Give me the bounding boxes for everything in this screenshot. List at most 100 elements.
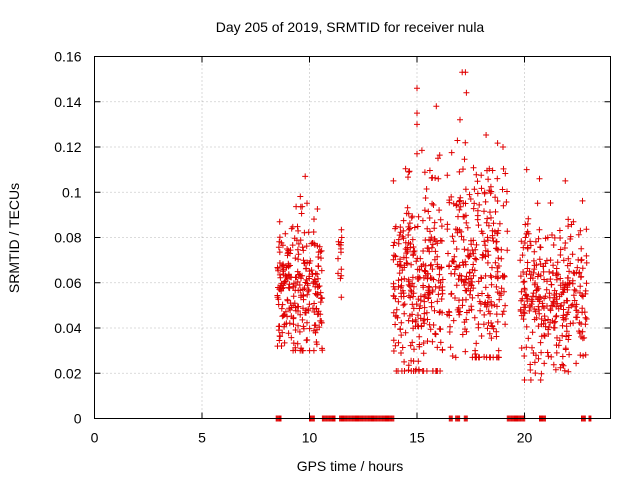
- data-point: [303, 265, 310, 272]
- data-point: [310, 327, 317, 334]
- data-point: [396, 258, 403, 265]
- data-point: [407, 287, 414, 294]
- data-point: [300, 247, 307, 254]
- data-point: [335, 255, 341, 262]
- data-point: [338, 266, 345, 273]
- data-point: [409, 280, 416, 287]
- data-point: [574, 314, 581, 321]
- data-point: [472, 255, 479, 262]
- data-point: [421, 304, 428, 311]
- data-point: [409, 236, 416, 243]
- data-point: [479, 290, 485, 297]
- data-point: [455, 213, 461, 220]
- data-point: [295, 308, 301, 314]
- data-point: [504, 228, 511, 235]
- data-point: [565, 336, 572, 343]
- data-point: [453, 202, 460, 209]
- y-tick-label: 0.04: [54, 320, 81, 336]
- data-point: [303, 276, 310, 283]
- data-point: [423, 186, 430, 192]
- data-point: [471, 186, 478, 193]
- data-point: [529, 275, 536, 282]
- data-point: [305, 229, 312, 236]
- data-point: [403, 254, 410, 261]
- data-point: [577, 274, 584, 281]
- data-point: [279, 301, 286, 308]
- data-point: [468, 282, 475, 289]
- data-point: [415, 358, 422, 365]
- data-point: [459, 297, 466, 303]
- data-point: [521, 278, 528, 285]
- data-point: [300, 257, 307, 264]
- data-point: [536, 256, 543, 263]
- data-point: [480, 321, 487, 328]
- data-point: [296, 271, 303, 278]
- data-point: [537, 244, 544, 251]
- data-point: [393, 306, 400, 313]
- data-point: [437, 326, 444, 333]
- data-point: [306, 325, 313, 332]
- data-point: [437, 216, 444, 223]
- data-point: [337, 245, 344, 252]
- data-point: [274, 343, 281, 350]
- data-point: [462, 139, 469, 146]
- data-point: [299, 203, 306, 210]
- data-point: [541, 313, 548, 320]
- data-point: [577, 352, 584, 359]
- data-point: [537, 377, 544, 383]
- data-point: [295, 287, 302, 294]
- data-point: [570, 269, 577, 276]
- y-tick-label: 0.12: [54, 139, 81, 155]
- y-axis-label: SRMTID / TECUs: [6, 183, 22, 293]
- data-point: [401, 262, 408, 269]
- data-point: [279, 285, 286, 292]
- data-point: [560, 312, 567, 319]
- data-point: [432, 283, 439, 290]
- data-point: [421, 207, 428, 214]
- data-point: [438, 223, 445, 230]
- data-point: [391, 252, 397, 259]
- data-point: [487, 209, 493, 216]
- data-point: [317, 289, 324, 296]
- data-point: [436, 309, 443, 316]
- data-point: [465, 253, 472, 260]
- data-point: [567, 233, 574, 240]
- data-point: [295, 322, 301, 329]
- data-point: [422, 195, 429, 201]
- data-point: [566, 351, 573, 358]
- data-point: [528, 301, 535, 308]
- data-point: [456, 206, 463, 213]
- data-point: [531, 248, 538, 255]
- data-point: [425, 245, 432, 252]
- y-tick-label: 0: [74, 411, 82, 427]
- data-point: [554, 271, 561, 278]
- data-point: [527, 367, 534, 373]
- data-point: [536, 226, 543, 233]
- data-point: [460, 236, 467, 243]
- data-point: [536, 175, 543, 182]
- data-point: [503, 199, 510, 205]
- data-point: [439, 287, 446, 294]
- data-point: [465, 247, 471, 254]
- data-point: [535, 235, 542, 242]
- data-point: [463, 89, 470, 96]
- data-point: [432, 331, 439, 337]
- data-point: [538, 316, 545, 322]
- data-point: [564, 281, 571, 288]
- data-point: [304, 280, 311, 287]
- data-point: [304, 291, 311, 298]
- data-point: [463, 316, 470, 323]
- data-point: [559, 332, 566, 339]
- data-point: [527, 361, 534, 368]
- data-point: [404, 244, 411, 251]
- data-point: [519, 252, 526, 259]
- data-point: [469, 354, 476, 361]
- data-point: [407, 342, 414, 349]
- data-point: [456, 311, 463, 318]
- data-point: [310, 347, 317, 354]
- data-point: [498, 246, 505, 253]
- data-point: [319, 295, 326, 302]
- data-point: [306, 275, 313, 282]
- data-point: [308, 240, 315, 247]
- data-point: [552, 313, 559, 320]
